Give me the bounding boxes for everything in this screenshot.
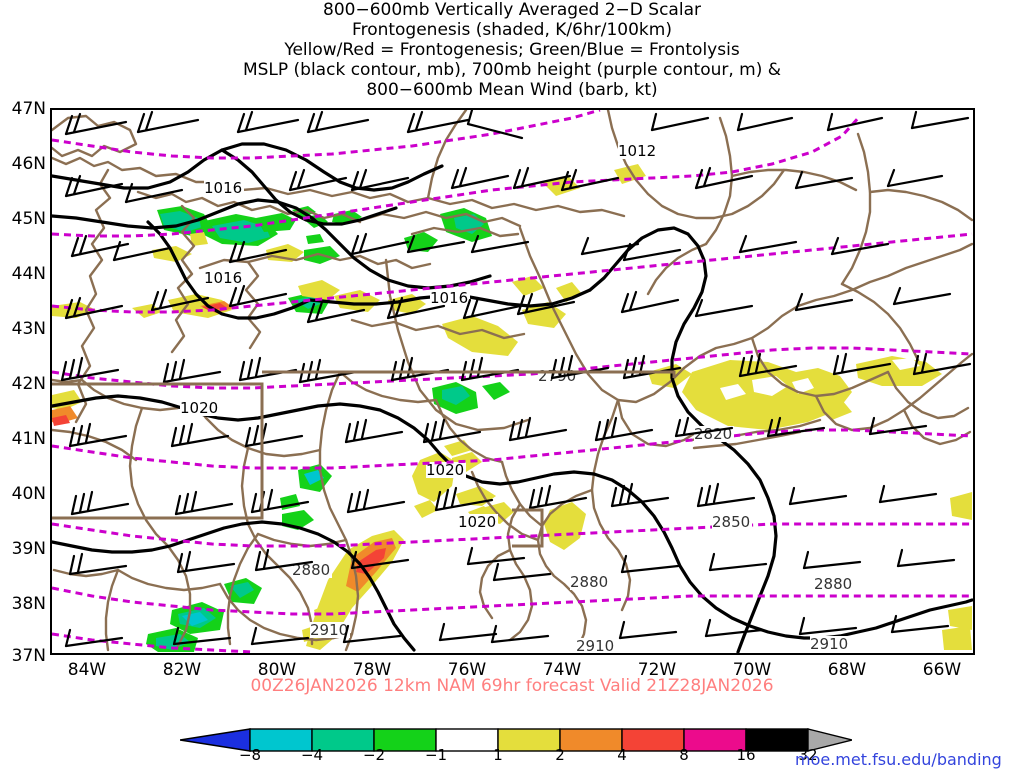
svg-text:1016: 1016 (204, 269, 242, 287)
svg-text:1016: 1016 (204, 179, 242, 197)
colorbar-tick-5: 2 (555, 746, 565, 764)
ylabel-40n: 40N (11, 484, 46, 504)
xlabel-80w: 80W (257, 660, 297, 680)
xlabel-70w: 70W (732, 660, 772, 680)
ylabel-47n: 47N (11, 99, 46, 119)
svg-text:1020: 1020 (426, 461, 464, 479)
title-line-5: 800−600mb Mean Wind (barb, kt) (366, 80, 658, 100)
colorbar-tick-0: −8 (238, 746, 262, 764)
colorbar-tick-1: −4 (300, 746, 324, 764)
state-boundaries (52, 370, 676, 548)
title-line-4: MSLP (black contour, mb), 700mb height (… (242, 60, 782, 80)
ylabel-38n: 38N (11, 594, 46, 614)
xlabel-66w: 66W (922, 660, 962, 680)
colorbar-tick-7: 8 (679, 746, 689, 764)
xlabel-74w: 74W (542, 660, 582, 680)
svg-text:1020: 1020 (180, 399, 218, 417)
svg-text:1012: 1012 (618, 142, 656, 160)
colorbar-swatch-over (807, 728, 852, 752)
svg-text:2850: 2850 (712, 513, 750, 531)
ylabel-43n: 43N (11, 319, 46, 339)
geography-outlines (52, 110, 973, 652)
watermark-link[interactable]: moe.met.fsu.edu/banding (795, 750, 1002, 769)
svg-text:2910: 2910 (310, 621, 348, 639)
ylabel-37n: 37N (11, 646, 46, 666)
map-svg: 1012 1016 1016 1016 1020 1020 1020 (52, 110, 973, 653)
map-plot-area: 1012 1016 1016 1016 1020 1020 1020 (50, 108, 975, 655)
ylabel-41n: 41N (11, 429, 46, 449)
chart-title-block: 800−600mb Vertically Averaged 2−D Scalar… (0, 0, 1024, 100)
svg-text:2880: 2880 (292, 561, 330, 579)
ylabel-45n: 45N (11, 209, 46, 229)
colorbar-tick-8: 16 (736, 746, 756, 764)
xlabel-68w: 68W (827, 660, 867, 680)
xlabel-82w: 82W (162, 660, 202, 680)
ylabel-44n: 44N (11, 264, 46, 284)
colorbar-tick-4: 1 (493, 746, 503, 764)
title-line-3: Yellow/Red = Frontogenesis; Green/Blue =… (284, 40, 740, 60)
colorbar-tick-6: 4 (617, 746, 627, 764)
ylabel-42n: 42N (11, 374, 46, 394)
svg-text:2910: 2910 (810, 635, 848, 653)
ylabel-46n: 46N (11, 154, 46, 174)
colorbar-ticks: −8 −4 −2 −1 1 2 4 8 16 32 (0, 748, 1024, 768)
svg-text:2880: 2880 (814, 575, 852, 593)
colorbar-tick-3: −1 (424, 746, 448, 764)
svg-text:2880: 2880 (570, 573, 608, 591)
colorbar (180, 728, 852, 752)
wind-barbs (60, 110, 972, 648)
xlabel-78w: 78W (352, 660, 392, 680)
height-contours (52, 110, 973, 653)
height-contour-labels: 2790 2820 2850 2880 2880 2880 2910 2910 … (292, 367, 854, 653)
svg-text:1020: 1020 (458, 513, 496, 531)
xlabel-84w: 84W (67, 660, 107, 680)
forecast-caption: 00Z26JAN2026 12km NAM 69hr forecast Vali… (250, 676, 774, 696)
svg-text:1016: 1016 (430, 289, 468, 307)
title-line-1: 800−600mb Vertically Averaged 2−D Scalar (323, 0, 701, 20)
mslp-contour-labels: 1012 1016 1016 1016 1020 1020 1020 (180, 142, 658, 531)
xlabel-76w: 76W (447, 660, 487, 680)
colorbar-tick-2: −2 (362, 746, 386, 764)
colorbar-tick-9: 32 (798, 746, 818, 764)
svg-text:2910: 2910 (576, 637, 614, 653)
title-line-2: Frontogenesis (shaded, K/6hr/100km) (352, 20, 672, 40)
ylabel-39n: 39N (11, 539, 46, 559)
xlabel-72w: 72W (637, 660, 677, 680)
